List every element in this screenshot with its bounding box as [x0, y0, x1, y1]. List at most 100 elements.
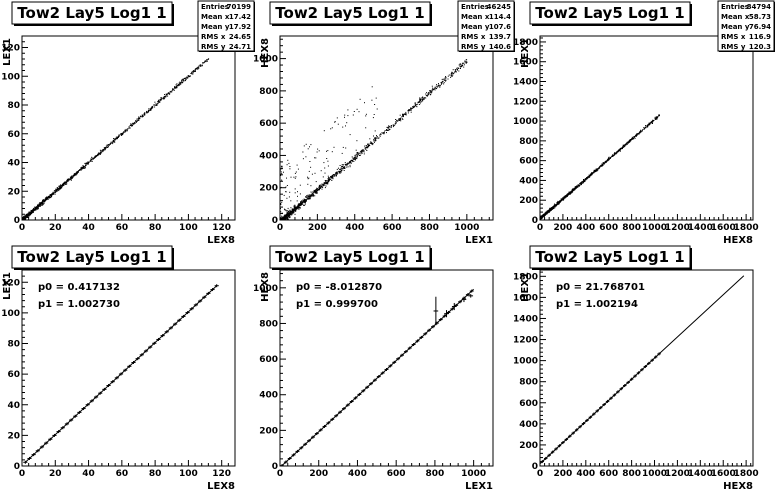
data-point — [377, 136, 378, 138]
data-point — [387, 127, 389, 129]
data-point — [360, 153, 362, 155]
data-point — [591, 173, 593, 174]
data-point — [191, 73, 193, 75]
data-point — [442, 81, 444, 82]
data-point — [465, 62, 467, 64]
data-point — [620, 150, 621, 152]
data-point — [26, 214, 28, 215]
data-point — [32, 210, 34, 212]
data-point — [25, 218, 27, 220]
data-point — [575, 187, 577, 189]
data-point — [287, 212, 289, 213]
data-point — [42, 202, 44, 203]
data-point — [307, 198, 309, 200]
data-point — [117, 138, 118, 140]
data-point — [641, 129, 643, 131]
data-point — [76, 171, 78, 173]
data-point — [93, 157, 94, 159]
data-point — [289, 211, 291, 213]
data-point — [545, 211, 547, 213]
data-point — [441, 81, 443, 83]
data-point — [57, 187, 59, 189]
data-point — [364, 102, 365, 104]
data-point — [298, 207, 300, 209]
data-point — [354, 158, 356, 160]
data-point — [363, 151, 365, 153]
data-point — [607, 159, 609, 161]
chart-panel-2: 0 200 400 600 800 100002004006008001000LEX1HE… — [253, 0, 515, 246]
data-point — [551, 207, 553, 209]
data-point — [346, 164, 348, 166]
data-point — [554, 203, 555, 205]
data-point — [567, 194, 569, 196]
data-point — [371, 143, 373, 145]
data-point — [422, 96, 424, 98]
data-point — [541, 216, 543, 218]
data-point — [283, 215, 285, 217]
data-point — [331, 151, 333, 153]
data-point — [612, 155, 614, 157]
data-point — [76, 172, 78, 174]
data-point — [307, 194, 309, 196]
data-point — [334, 175, 335, 177]
data-point — [426, 95, 428, 97]
data-point — [445, 77, 447, 79]
data-point — [149, 109, 151, 111]
data-point — [25, 214, 27, 216]
data-point — [397, 120, 399, 122]
data-point — [61, 185, 63, 187]
x-tick-label: 400 — [576, 469, 595, 479]
data-point — [138, 117, 139, 119]
data-point — [54, 191, 56, 193]
data-point — [430, 91, 431, 93]
data-point — [586, 178, 588, 180]
data-point — [608, 158, 610, 160]
data-point — [25, 216, 26, 218]
data-point — [353, 158, 355, 160]
data-point — [192, 73, 194, 75]
data-point — [324, 184, 326, 186]
data-point — [26, 214, 28, 216]
data-point — [109, 143, 111, 145]
data-point — [281, 168, 283, 170]
data-point — [373, 137, 375, 139]
data-point — [622, 144, 624, 146]
data-point — [177, 84, 179, 85]
data-point — [405, 113, 406, 115]
y-tick-label: 0 — [14, 216, 20, 226]
y-axis-label: LEX1 — [2, 38, 13, 66]
data-point — [572, 191, 574, 193]
y-axis-label: HEX8 — [260, 38, 271, 68]
data-point — [580, 182, 582, 184]
data-point — [58, 185, 60, 187]
data-point — [67, 180, 69, 182]
data-point — [619, 148, 621, 150]
data-point — [95, 155, 97, 157]
data-point — [293, 206, 295, 208]
data-point — [366, 150, 368, 151]
x-tick-label: 200 — [308, 223, 327, 233]
data-point — [196, 67, 198, 69]
data-point — [284, 221, 285, 222]
y-tick-label: 20 — [7, 431, 20, 441]
stats-label: RMS y — [461, 43, 486, 51]
data-point — [362, 150, 364, 152]
data-point — [339, 165, 341, 166]
data-point — [358, 111, 360, 113]
data-point — [289, 209, 291, 211]
data-point — [342, 166, 344, 168]
data-point — [305, 143, 307, 145]
data-point — [335, 173, 337, 175]
data-point — [452, 69, 454, 71]
data-point — [431, 85, 433, 87]
data-point — [400, 118, 402, 120]
stats-label: RMS y — [721, 43, 746, 51]
y-tick-label: 400 — [259, 151, 278, 161]
data-point — [62, 185, 64, 187]
data-point — [353, 111, 355, 112]
chart-title: Tow2 Lay5 Log1 1 — [17, 248, 166, 266]
data-point — [84, 162, 86, 164]
data-point — [316, 151, 318, 153]
data-point — [438, 85, 440, 87]
